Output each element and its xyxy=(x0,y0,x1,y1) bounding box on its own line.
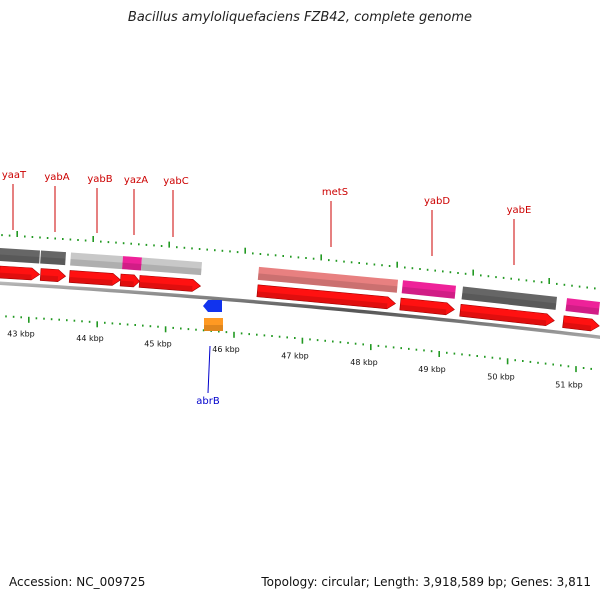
feature-box-next xyxy=(565,298,600,315)
cds-arrow-next-group xyxy=(562,315,600,332)
abrB-blue-arrow xyxy=(203,300,222,312)
cds-arrow-yabE-shade xyxy=(459,310,547,326)
cds-arrow-yaaT xyxy=(0,265,41,281)
cds-arrow-yabA-shade xyxy=(40,275,59,282)
feature-box-yazA-group xyxy=(122,256,143,271)
feature-box-yabB-group xyxy=(70,252,124,270)
gene-label-yabC: yabC xyxy=(163,176,188,187)
feature-box-yabB-shade xyxy=(70,258,123,270)
cds-arrow-yaaT-shade xyxy=(0,272,32,280)
feature-box-yabD-shade xyxy=(401,286,456,299)
abrB-leader xyxy=(207,345,211,394)
gene-label-metS: metS xyxy=(322,187,348,198)
gene-label-yabB: yabB xyxy=(87,174,112,185)
feature-box-metS-shade xyxy=(257,273,398,293)
gene-label-yaaT: yaaT xyxy=(2,170,27,181)
feature-box-yaaT-shade xyxy=(0,254,40,264)
cds-arrow-metS-shade xyxy=(256,291,388,309)
kbp-label-5: 47 kbp xyxy=(281,351,309,360)
kbp-label-6: 48 kbp xyxy=(350,358,378,367)
cds-arrow-yabE-group xyxy=(459,303,555,327)
gene-label-yabE: yabE xyxy=(507,205,532,216)
feature-box-metS-group xyxy=(257,266,398,293)
accession-text: Accession: NC_009725 xyxy=(9,575,146,589)
cds-arrow-yabB-group xyxy=(68,270,122,286)
cds-arrow-yabD xyxy=(399,297,455,316)
feature-box-metS xyxy=(257,266,398,293)
kbp-label-8: 50 kbp xyxy=(487,373,515,382)
genome-title: Bacillus amyloliquefaciens FZB42, comple… xyxy=(127,10,473,25)
abrB-orange-box xyxy=(204,318,223,331)
cds-arrow-yaaT-group xyxy=(0,265,41,281)
cds-arrow-yabC-shade xyxy=(139,281,193,292)
feature-box-yabA-shade xyxy=(40,257,66,266)
kbp-label-4: 46 kbp xyxy=(212,345,240,354)
feature-box-yabE-group xyxy=(461,286,557,310)
kbp-label-2: 44 kbp xyxy=(76,334,104,343)
kbp-label-1: 43 kbp xyxy=(7,329,35,338)
cds-arrow-yazA-shade xyxy=(120,280,134,287)
feature-box-yabE-shade xyxy=(461,292,557,310)
cds-arrow-yabE xyxy=(459,303,555,327)
cds-arrow-next xyxy=(562,315,600,332)
cds-arrow-next-shade xyxy=(562,322,592,331)
feature-box-yazA xyxy=(122,256,143,271)
gene-label-abrB: abrB xyxy=(196,396,220,407)
genome-backbone xyxy=(0,281,600,339)
cds-arrow-yazA xyxy=(119,273,140,288)
feature-box-yabA xyxy=(40,250,66,266)
gene-label-yabA: yabA xyxy=(44,172,69,183)
cds-arrow-yabB-shade xyxy=(69,277,113,286)
kbp-label-7: 49 kbp xyxy=(418,365,446,374)
feature-box-yaaT xyxy=(0,248,40,264)
abrB-orange-shade xyxy=(204,325,223,331)
cds-arrow-yabC-group xyxy=(138,275,202,292)
cds-arrow-metS-group xyxy=(256,284,396,310)
feature-box-yabC xyxy=(140,257,203,276)
feature-box-yabD xyxy=(401,280,456,299)
feature-box-yabE xyxy=(461,286,557,310)
feature-box-yaaT-group xyxy=(0,248,40,264)
feature-box-next-group xyxy=(565,298,600,315)
feature-box-yabA-group xyxy=(40,250,66,266)
cds-arrow-yabD-shade xyxy=(399,304,447,315)
kbp-label-9: 51 kbp xyxy=(555,381,583,390)
feature-box-yabD-group xyxy=(401,280,456,299)
gene-label-yabD: yabD xyxy=(424,196,450,207)
cds-arrow-yazA-group xyxy=(119,273,140,288)
feature-box-yazA-shade xyxy=(122,262,142,271)
gene-label-yazA: yazA xyxy=(124,175,148,186)
cds-arrow-yabA-group xyxy=(39,268,67,282)
cds-arrow-metS xyxy=(256,284,396,310)
cds-arrow-yabA xyxy=(39,268,67,282)
feature-box-yabC-shade xyxy=(140,264,202,276)
cds-arrow-yabD-group xyxy=(399,297,455,316)
cds-arrow-yabC xyxy=(138,275,202,292)
feature-box-yabB xyxy=(70,252,124,270)
feature-box-next-shade xyxy=(565,304,600,315)
feature-box-yabC-group xyxy=(140,257,203,276)
kbp-label-3: 45 kbp xyxy=(144,339,172,348)
cds-arrow-yabB xyxy=(68,270,122,286)
topology-summary: Topology: circular; Length: 3,918,589 bp… xyxy=(261,575,591,589)
